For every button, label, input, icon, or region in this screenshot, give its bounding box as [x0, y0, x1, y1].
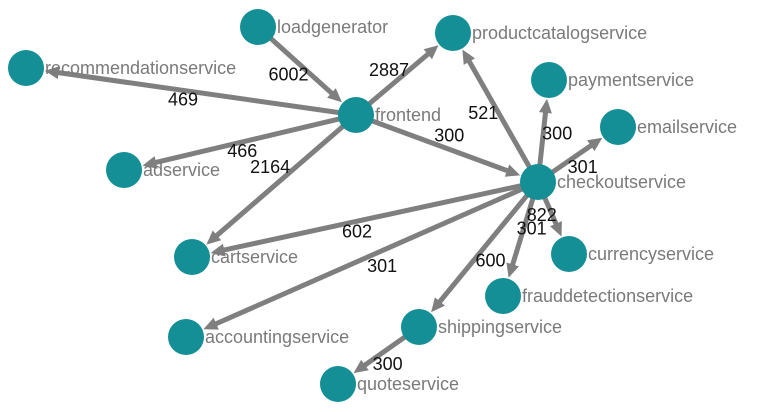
- node-label: recommendationservice: [45, 58, 236, 78]
- node-label: checkoutservice: [557, 172, 686, 192]
- node-label: loadgenerator: [277, 17, 388, 37]
- arrowhead-icon: [327, 88, 342, 103]
- edge-checkoutservice-to-shippingservice: [431, 183, 538, 313]
- arrowhead-icon: [506, 262, 519, 278]
- node-currencyservice[interactable]: currencyservice: [551, 236, 714, 272]
- edge-weight-label: 822: [527, 205, 557, 225]
- node-emailservice[interactable]: emailservice: [600, 109, 737, 145]
- edge-weight-label: 300: [434, 125, 464, 145]
- edge-weight-label: 300: [373, 354, 403, 374]
- edge-loadgenerator-to-frontend: [259, 27, 342, 103]
- edge-weight-label: 469: [168, 89, 198, 109]
- nodes-layer: loadgenerator productcatalogservice recomm…: [8, 9, 737, 402]
- edge-weight-label: 521: [468, 103, 498, 123]
- arrowhead-icon: [550, 221, 562, 237]
- arrowhead-icon: [142, 156, 158, 169]
- node-label: cartservice: [211, 247, 298, 267]
- node-circle[interactable]: [106, 152, 142, 188]
- node-accountingservice[interactable]: accountingservice: [168, 319, 349, 355]
- arrowhead-icon: [423, 45, 439, 60]
- edge-weight-label: 300: [542, 123, 572, 143]
- edge-frontend-to-adservice: [142, 113, 354, 169]
- edge-line: [221, 180, 536, 253]
- arrowhead-icon: [210, 243, 226, 257]
- edge-checkoutservice-to-productcatalogservice: [462, 49, 539, 181]
- arrowhead-icon: [431, 297, 445, 313]
- node-checkoutservice[interactable]: checkoutservice: [520, 164, 686, 200]
- node-circle[interactable]: [435, 15, 471, 51]
- edge-weight-label: 301: [367, 256, 397, 276]
- node-label: productcatalogservice: [472, 23, 647, 43]
- node-quoteservice[interactable]: quoteservice: [320, 366, 459, 402]
- edge-line: [153, 113, 354, 166]
- node-recommendationservice[interactable]: recommendationservice: [8, 50, 236, 86]
- edge-weight-label: 301: [517, 219, 547, 239]
- node-label: adservice: [143, 160, 220, 180]
- arrowhead-icon: [504, 164, 521, 177]
- edge-line: [56, 69, 353, 117]
- edge-weight-label: 301: [568, 157, 598, 177]
- node-shippingservice[interactable]: shippingservice: [401, 309, 562, 345]
- node-label: frauddetectionservice: [522, 286, 693, 306]
- edge-frontend-to-productcatalogservice: [357, 45, 439, 115]
- edge-line: [358, 113, 510, 174]
- node-label: frontend: [375, 105, 441, 125]
- edge-frontend-to-recommendationservice: [44, 66, 353, 117]
- node-label: emailservice: [637, 117, 737, 137]
- arrowhead-icon: [587, 137, 603, 152]
- edge-line: [213, 181, 536, 327]
- edge-weight-label: 6002: [268, 65, 308, 85]
- arrowhead-icon: [539, 98, 552, 114]
- node-label: accountingservice: [205, 327, 349, 347]
- edge-frontend-to-cartservice: [206, 115, 355, 245]
- node-paymentservice[interactable]: paymentservice: [531, 62, 694, 98]
- arrowhead-icon: [462, 49, 475, 65]
- edge-line: [213, 115, 355, 239]
- edge-line: [466, 58, 539, 181]
- node-productcatalogservice[interactable]: productcatalogservice: [435, 15, 647, 51]
- edge-labels-layer: 6002 288746946621643005213003018223016023…: [168, 60, 598, 374]
- edge-weight-label: 2887: [369, 60, 409, 80]
- edge-checkoutservice-to-cartservice: [210, 180, 536, 257]
- node-circle[interactable]: [338, 97, 374, 133]
- edge-weight-label: 466: [227, 141, 257, 161]
- arrowhead-icon: [206, 230, 222, 245]
- edge-weight-label: 2164: [250, 157, 290, 177]
- node-frontend[interactable]: frontend: [338, 97, 441, 133]
- node-circle[interactable]: [551, 236, 587, 272]
- node-circle[interactable]: [240, 9, 276, 45]
- node-loadgenerator[interactable]: loadgenerator: [240, 9, 388, 45]
- node-circle[interactable]: [600, 109, 636, 145]
- node-frauddetectionservice[interactable]: frauddetectionservice: [485, 278, 693, 314]
- edge-weight-label: 600: [475, 251, 505, 271]
- edge-line: [357, 51, 431, 115]
- edge-line: [436, 183, 538, 305]
- node-circle[interactable]: [485, 278, 521, 314]
- edge-checkoutservice-to-accountingservice: [203, 181, 536, 330]
- edges-layer: [44, 27, 603, 374]
- arrowhead-icon: [203, 317, 219, 330]
- node-circle[interactable]: [320, 366, 356, 402]
- node-circle[interactable]: [168, 319, 204, 355]
- node-circle[interactable]: [531, 62, 567, 98]
- node-label: currencyservice: [588, 244, 714, 264]
- node-label: quoteservice: [357, 374, 459, 394]
- arrowhead-icon: [353, 359, 369, 374]
- edge-frontend-to-checkoutservice: [358, 113, 521, 177]
- arrowhead-icon: [44, 66, 60, 80]
- node-circle[interactable]: [401, 309, 437, 345]
- edge-weight-label: 602: [342, 221, 372, 241]
- node-cartservice[interactable]: cartservice: [174, 239, 298, 275]
- node-adservice[interactable]: adservice: [106, 152, 220, 188]
- node-circle[interactable]: [520, 164, 556, 200]
- node-circle[interactable]: [174, 239, 210, 275]
- edge-line: [259, 27, 335, 97]
- node-label: shippingservice: [438, 317, 562, 337]
- node-label: paymentservice: [568, 70, 694, 90]
- node-circle[interactable]: [8, 50, 44, 86]
